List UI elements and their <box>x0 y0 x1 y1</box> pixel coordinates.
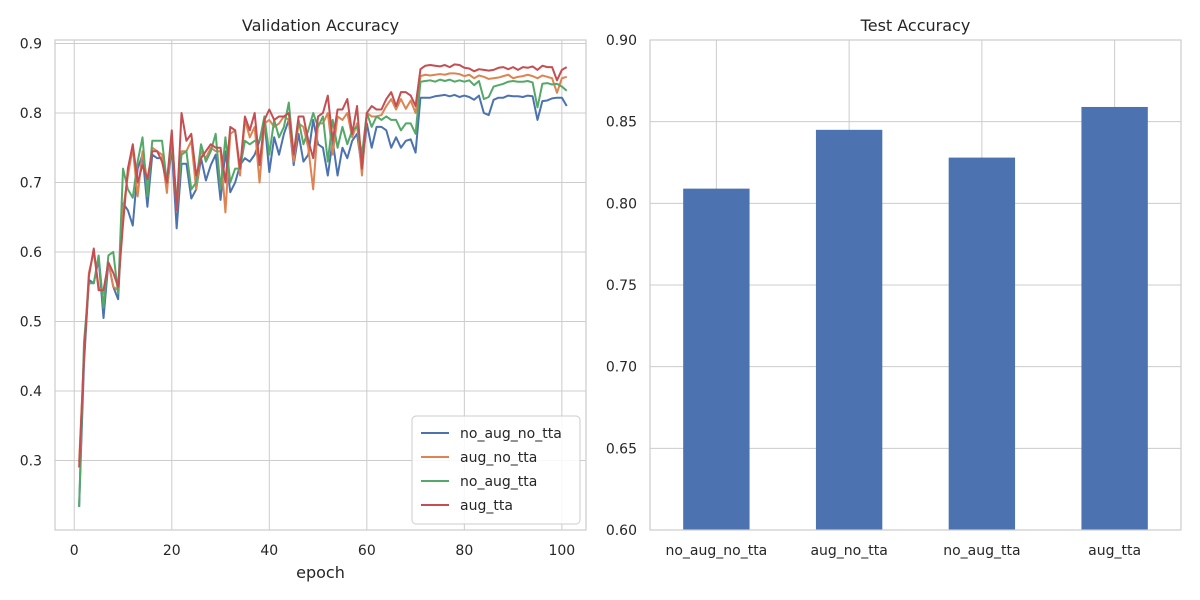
x-tick-label: no_aug_no_tta <box>665 543 767 559</box>
test-accuracy-panel: 0.60 0.65 0.70 0.75 0.80 0.85 0.90 no_aug_no_tt… <box>606 16 1182 559</box>
x-tick-label: 0 <box>70 543 79 559</box>
bar-aug-no-tta <box>815 129 883 531</box>
y-tick-label: 0.60 <box>606 523 637 539</box>
bar-no-aug-tta <box>948 157 1016 530</box>
series-line-no-aug-tta <box>78 78 568 508</box>
y-tick-label: 0.8 <box>20 106 42 122</box>
x-tick-label: no_aug_tta <box>943 543 1020 559</box>
x-tick-label: 20 <box>163 543 181 559</box>
y-tick-label: 0.6 <box>20 245 42 261</box>
x-tick-label: 80 <box>455 543 473 559</box>
validation-plot-frame <box>54 39 587 531</box>
legend-label: aug_tta <box>460 498 513 514</box>
bar-no-aug-no-tta <box>683 188 750 530</box>
y-tick-label: 0.80 <box>606 196 637 212</box>
legend: no_aug_no_tta aug_no_tta no_aug_tta aug_tta <box>411 415 581 525</box>
series-line-aug-tta <box>78 63 568 468</box>
y-tick-label: 0.3 <box>20 453 42 469</box>
validation-tick-labels: 0 20 40 60 80 100 0.3 0.4 0.5 0.6 0.7 0.8 0.9 <box>20 36 575 559</box>
legend-label: aug_no_tta <box>460 450 537 466</box>
test-tick-labels: 0.60 0.65 0.70 0.75 0.80 0.85 0.90 no_aug_no_tt… <box>606 33 1141 559</box>
y-tick-label: 0.85 <box>606 115 637 131</box>
validation-accuracy-panel: 0 20 40 60 80 100 0.3 0.4 0.5 0.6 0.7 0.8 0.9 Valida… <box>20 16 587 582</box>
validation-lines <box>78 63 568 508</box>
x-tick-label: aug_no_tta <box>810 543 887 559</box>
test-bars <box>683 106 1148 531</box>
series-line-aug-no-tta <box>78 72 568 462</box>
legend-label: no_aug_tta <box>460 474 537 490</box>
y-tick-label: 0.70 <box>606 360 637 376</box>
y-tick-label: 0.90 <box>606 33 637 49</box>
x-tick-label: 100 <box>548 543 575 559</box>
x-tick-label: aug_tta <box>1088 543 1141 559</box>
y-tick-label: 0.4 <box>20 384 42 400</box>
y-tick-label: 0.65 <box>606 441 637 457</box>
x-tick-label: 60 <box>358 543 376 559</box>
x-tick-label: 40 <box>260 543 278 559</box>
validation-title: Validation Accuracy <box>242 16 399 35</box>
test-title: Test Accuracy <box>860 16 971 35</box>
test-plot-frame <box>649 39 1182 531</box>
validation-x-axis-label: epoch <box>296 563 345 582</box>
y-tick-label: 0.9 <box>20 36 42 52</box>
bar-aug-tta <box>1081 106 1148 530</box>
legend-label: no_aug_no_tta <box>460 426 562 442</box>
y-tick-label: 0.75 <box>606 278 637 294</box>
y-tick-label: 0.5 <box>20 314 42 330</box>
legend-box <box>411 415 581 525</box>
y-tick-label: 0.7 <box>20 175 42 191</box>
